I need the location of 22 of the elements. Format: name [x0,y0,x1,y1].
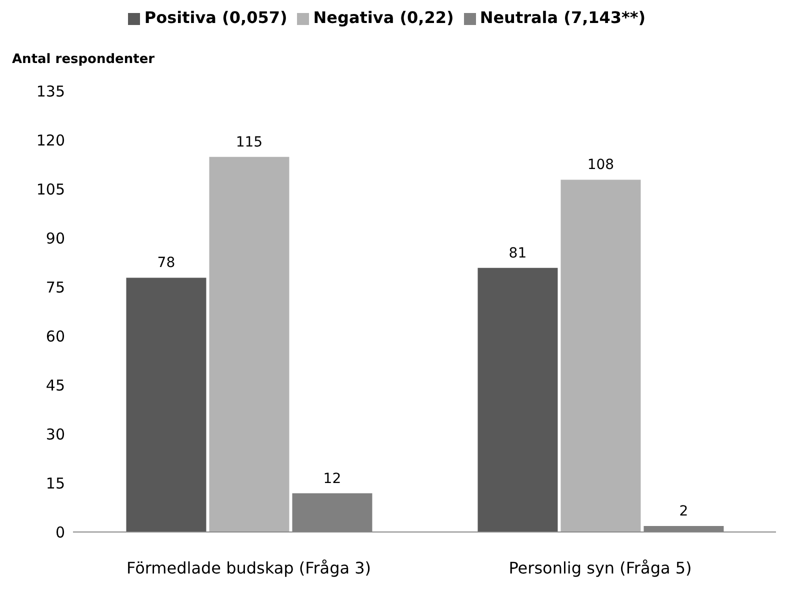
data-label: 12 [323,470,342,487]
x-tick-label: Personlig syn (Fråga 5) [508,558,692,578]
data-label: 108 [587,157,614,174]
y-tick-label: 90 [46,229,65,248]
y-tick-label: 75 [46,278,65,296]
y-tick-label: 45 [46,376,65,394]
legend-label: Neutrala (7,143**) [480,8,646,27]
y-tick-label: 105 [36,180,65,198]
data-label: 81 [508,245,527,262]
y-tick-label: 0 [55,523,65,542]
y-tick-label: 120 [36,131,65,150]
y-axis-title: Antal respondenter [12,52,155,67]
y-tick-label: 30 [46,425,65,444]
data-label: 2 [679,503,688,520]
y-tick-label: 135 [36,82,65,100]
legend-label: Negativa (0,22) [313,8,454,27]
legend-label: Positiva (0,057) [144,8,288,27]
y-tick-label: 60 [46,327,65,346]
y-tick-label: 15 [46,474,65,492]
x-tick-label: Förmedlade budskap (Fråga 3) [126,558,372,578]
data-label: 115 [236,134,263,150]
data-label: 78 [157,255,176,272]
